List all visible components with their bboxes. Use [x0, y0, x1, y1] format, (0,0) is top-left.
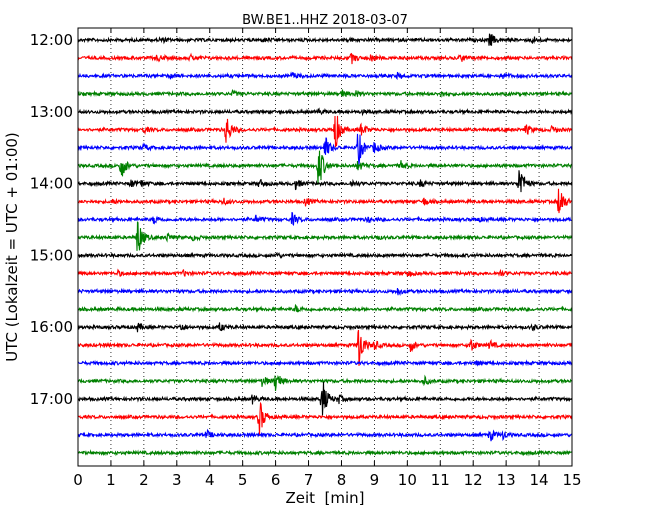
y-axis: 12:00 13:00 14:00 15:00 16:00 17:00 [30, 31, 572, 408]
trace-1215 [77, 52, 573, 65]
trace-1530 [77, 287, 573, 296]
x-tick-label: 0 [73, 471, 83, 489]
trace-1230 [77, 71, 573, 81]
trace-1345 [77, 150, 573, 185]
trace-1700 [77, 381, 573, 416]
trace-1445 [77, 221, 573, 251]
x-tick-label: 3 [172, 471, 182, 489]
trace-1615 [77, 329, 573, 366]
x-tick-label: 13 [497, 471, 516, 489]
trace-1300 [77, 107, 573, 117]
x-tick-label: 8 [337, 471, 347, 489]
plot-frame [77, 27, 573, 467]
x-axis-label: Zeit [min] [285, 489, 364, 507]
x-axis: 0 1 2 3 4 5 6 7 8 9 10 11 12 13 14 15 [73, 28, 582, 489]
x-tick-label: 12 [464, 471, 483, 489]
y-tick-label: 12:00 [30, 31, 73, 49]
x-tick-label: 9 [370, 471, 380, 489]
trace-1330 [77, 133, 573, 165]
x-tick-label: 11 [431, 471, 450, 489]
trace-1415 [77, 188, 573, 214]
x-tick-label: 4 [205, 471, 215, 489]
trace-1715 [77, 401, 573, 436]
x-tick-label: 2 [139, 471, 149, 489]
x-tick-label: 7 [304, 471, 314, 489]
trace-1545 [77, 303, 573, 313]
x-tick-label: 15 [562, 471, 581, 489]
trace-1200 [77, 33, 573, 46]
x-tick-label: 14 [530, 471, 549, 489]
trace-1430 [77, 211, 573, 227]
trace-1315 [77, 115, 573, 148]
trace-1645 [77, 374, 573, 392]
x-tick-label: 6 [271, 471, 281, 489]
trace-1245 [77, 89, 573, 98]
trace-1515 [77, 268, 573, 278]
x-tick-label: 1 [106, 471, 116, 489]
chart-title: BW.BE1..HHZ 2018-03-07 [242, 13, 408, 28]
y-tick-label: 14:00 [30, 175, 73, 193]
y-tick-label: 13:00 [30, 103, 73, 121]
y-tick-label: 16:00 [30, 318, 73, 336]
x-tick-label: 5 [238, 471, 248, 489]
trace-1500 [77, 251, 573, 260]
y-tick-label: 15:00 [30, 246, 73, 264]
trace-1745 [77, 449, 573, 457]
trace-1400 [77, 170, 573, 193]
x-tick-label: 10 [398, 471, 417, 489]
trace-group [77, 33, 573, 457]
trace-1600 [77, 322, 573, 333]
trace-1730 [77, 428, 573, 442]
y-axis-label: UTC (Lokalzeit = UTC + 01:00) [3, 132, 21, 362]
y-tick-label: 17:00 [30, 390, 73, 408]
trace-1630 [77, 359, 573, 367]
